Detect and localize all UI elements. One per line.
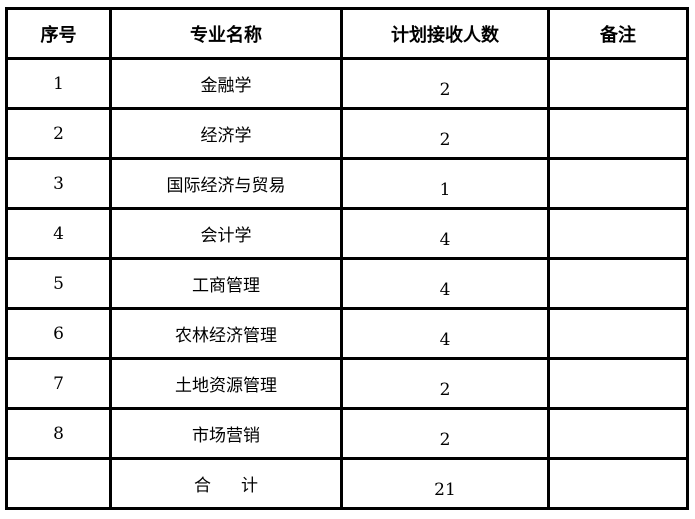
cell-no: 7 [5, 357, 112, 410]
cell-note [547, 307, 689, 360]
cell-plan: 4 [340, 207, 550, 260]
cell-no: 2 [5, 107, 112, 160]
cell-major: 市场营销 [109, 407, 343, 460]
header-major: 专业名称 [109, 7, 343, 60]
cell-major: 国际经济与贸易 [109, 157, 343, 210]
cell-note [547, 407, 689, 460]
header-plan: 计划接收人数 [340, 7, 550, 60]
cell-plan: 4 [340, 257, 550, 310]
total-label: 合计 [109, 457, 343, 510]
cell-note [547, 357, 689, 410]
cell-major: 工商管理 [109, 257, 343, 310]
cell-no: 4 [5, 207, 112, 260]
cell-no: 5 [5, 257, 112, 310]
header-no: 序号 [5, 7, 112, 60]
cell-plan: 4 [340, 307, 550, 360]
table-row: 6 农林经济管理 4 [5, 307, 689, 360]
table-row: 1 金融学 2 [5, 57, 689, 110]
total-row: 合计 21 [5, 457, 689, 510]
cell-major: 农林经济管理 [109, 307, 343, 360]
table-row: 5 工商管理 4 [5, 257, 689, 310]
cell-major: 会计学 [109, 207, 343, 260]
table-row: 3 国际经济与贸易 1 [5, 157, 689, 210]
cell-note [547, 107, 689, 160]
cell-no: 1 [5, 57, 112, 110]
cell-note [547, 257, 689, 310]
header-note: 备注 [547, 7, 689, 60]
table-row: 2 经济学 2 [5, 107, 689, 160]
cell-major: 经济学 [109, 107, 343, 160]
total-no [5, 457, 112, 510]
total-plan: 21 [340, 457, 550, 510]
total-note [547, 457, 689, 510]
cell-note [547, 157, 689, 210]
cell-plan: 1 [340, 157, 550, 210]
cell-no: 8 [5, 407, 112, 460]
enrollment-table: 序号 专业名称 计划接收人数 备注 1 金融学 2 2 经济学 2 3 国际经济与贸易 1 4 会计… [5, 7, 689, 510]
table-row: 7 土地资源管理 2 [5, 357, 689, 410]
table-row: 4 会计学 4 [5, 207, 689, 260]
cell-major: 土地资源管理 [109, 357, 343, 410]
cell-note [547, 57, 689, 110]
cell-note [547, 207, 689, 260]
cell-plan: 2 [340, 57, 550, 110]
table-row: 8 市场营销 2 [5, 407, 689, 460]
cell-plan: 2 [340, 107, 550, 160]
cell-no: 3 [5, 157, 112, 210]
cell-plan: 2 [340, 407, 550, 460]
header-row: 序号 专业名称 计划接收人数 备注 [5, 7, 689, 60]
cell-plan: 2 [340, 357, 550, 410]
cell-major: 金融学 [109, 57, 343, 110]
cell-no: 6 [5, 307, 112, 360]
